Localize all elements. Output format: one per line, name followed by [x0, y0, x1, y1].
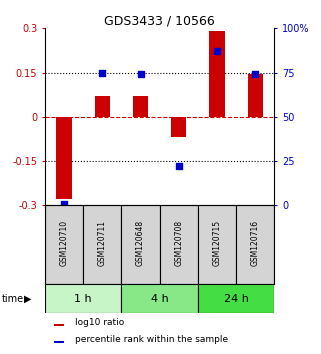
- Bar: [133, 96, 148, 117]
- Bar: [198, 205, 236, 284]
- Text: percentile rank within the sample: percentile rank within the sample: [75, 335, 228, 344]
- Bar: [83, 205, 121, 284]
- Text: GSM120708: GSM120708: [174, 220, 183, 266]
- Point: [138, 72, 143, 77]
- Bar: [45, 284, 121, 314]
- Bar: [171, 117, 187, 137]
- Text: GSM120715: GSM120715: [213, 220, 221, 266]
- Text: 24 h: 24 h: [224, 294, 249, 304]
- Bar: [209, 31, 225, 117]
- Bar: [54, 341, 65, 343]
- Text: log10 ratio: log10 ratio: [75, 318, 124, 327]
- Point: [214, 48, 220, 54]
- Bar: [236, 205, 274, 284]
- Text: GSM120711: GSM120711: [98, 220, 107, 266]
- Bar: [95, 96, 110, 117]
- Bar: [121, 205, 160, 284]
- Bar: [54, 324, 65, 326]
- Bar: [198, 284, 274, 314]
- Text: GSM120710: GSM120710: [60, 220, 69, 266]
- Text: ▶: ▶: [24, 294, 31, 304]
- Point: [176, 164, 181, 169]
- Title: GDS3433 / 10566: GDS3433 / 10566: [104, 14, 215, 27]
- Bar: [121, 284, 198, 314]
- Text: GSM120648: GSM120648: [136, 220, 145, 266]
- Bar: [160, 205, 198, 284]
- Point: [62, 201, 67, 206]
- Point: [253, 72, 258, 77]
- Text: GSM120716: GSM120716: [251, 220, 260, 266]
- Text: time: time: [2, 294, 24, 304]
- Bar: [45, 205, 83, 284]
- Point: [100, 70, 105, 75]
- Text: 1 h: 1 h: [74, 294, 92, 304]
- Bar: [248, 74, 263, 117]
- Text: 4 h: 4 h: [151, 294, 169, 304]
- Bar: [56, 117, 72, 199]
